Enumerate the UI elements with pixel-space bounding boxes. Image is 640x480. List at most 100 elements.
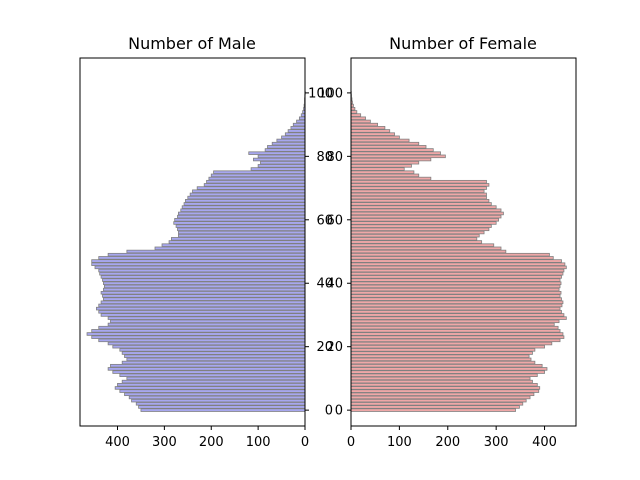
female-bar [350, 329, 561, 333]
male-x-axis: 400 300 200 100 0 [105, 426, 309, 450]
female-bar [350, 221, 497, 225]
male-bar [114, 386, 306, 390]
male-bar [189, 192, 306, 197]
female-bar [350, 389, 540, 393]
female-bar [350, 275, 562, 279]
female-x-tick-label: 300 [484, 435, 509, 450]
female-bar [350, 192, 487, 197]
male-y-tick-label: 100 [308, 86, 333, 101]
male-bar [161, 243, 306, 247]
male-bar [121, 351, 306, 355]
male-bar [98, 256, 306, 260]
male-bar [103, 281, 306, 285]
female-bar [350, 122, 379, 127]
female-bar [350, 116, 366, 121]
female-y-tick-label: 80 [326, 150, 343, 165]
male-bar [298, 116, 306, 121]
female-bar [350, 195, 487, 200]
female-bar [350, 405, 520, 409]
male-bar [119, 373, 306, 377]
female-bar [350, 351, 533, 355]
male-x-tick-label: 0 [301, 435, 309, 450]
female-bar [350, 370, 545, 374]
male-bar [100, 313, 306, 317]
male-bar [112, 344, 306, 349]
female-bar [350, 107, 356, 111]
male-panel: Number of Male 400 300 200 100 0 0 20 40 60 80 10… [79, 34, 333, 450]
male-bar [103, 284, 306, 289]
male-bar [126, 249, 306, 254]
female-bar [350, 205, 497, 209]
male-bar [213, 170, 306, 174]
male-y-tick-label: 80 [316, 150, 333, 165]
female-bar [350, 297, 562, 301]
female-bar [350, 310, 562, 314]
female-bar [350, 259, 562, 263]
female-chart-title: Number of Female [389, 34, 537, 53]
female-bar [350, 392, 535, 397]
male-bar [210, 173, 306, 178]
male-bar [112, 370, 306, 374]
female-bar [350, 367, 548, 371]
female-bar [350, 268, 565, 273]
female-bar [350, 354, 530, 358]
female-bar [350, 287, 560, 292]
female-bar [350, 224, 492, 228]
female-bar [350, 246, 502, 251]
female-bar [350, 141, 420, 146]
female-bar [350, 252, 550, 257]
female-bar [350, 360, 536, 365]
male-bar [107, 252, 306, 257]
male-bar [98, 338, 306, 343]
male-bar [91, 329, 306, 333]
female-bar [350, 202, 492, 206]
male-y-tick-label: 60 [316, 213, 333, 228]
male-bar [96, 306, 306, 311]
female-bar [350, 173, 420, 178]
female-bar [350, 243, 495, 247]
female-bar [350, 316, 567, 320]
female-bar [350, 176, 432, 181]
female-bar [350, 233, 480, 238]
male-bar [107, 341, 306, 346]
male-axes-frame [79, 57, 306, 427]
male-bar [185, 199, 306, 203]
female-bar [350, 379, 533, 384]
male-bar [107, 322, 306, 327]
female-bar [350, 322, 555, 327]
male-bar [260, 160, 306, 165]
male-bar [253, 157, 306, 162]
female-panel: Number of Female 0 100 200 300 400 020406080… [318, 34, 577, 450]
female-bar [350, 145, 427, 149]
male-x-tick-label: 200 [199, 435, 224, 450]
male-x-tick-label: 300 [152, 435, 177, 450]
female-bar [350, 319, 560, 324]
female-bar [350, 138, 410, 143]
male-bar [140, 408, 306, 412]
male-bar [287, 129, 306, 133]
male-bar [171, 237, 306, 241]
female-bar [350, 208, 502, 213]
female-bar [350, 344, 545, 349]
female-bar [350, 383, 538, 387]
female-bar [350, 119, 371, 124]
male-bar [98, 325, 306, 330]
female-bar [350, 271, 564, 276]
female-bar [350, 237, 478, 241]
female-bar [350, 281, 562, 285]
male-bar [208, 176, 306, 181]
female-bar [350, 386, 541, 390]
female-bar [350, 363, 543, 368]
female-bar [350, 357, 532, 362]
female-bar [350, 160, 420, 165]
male-bar [117, 383, 306, 387]
male-bar [175, 224, 306, 228]
male-bar [110, 363, 306, 368]
male-x-tick-label: 400 [105, 435, 130, 450]
female-bar [350, 110, 358, 114]
male-bar [131, 398, 306, 403]
female-x-axis: 0 100 200 300 400 [347, 426, 557, 450]
male-bar [102, 294, 306, 298]
female-bar [350, 338, 561, 343]
female-bar [350, 230, 485, 235]
